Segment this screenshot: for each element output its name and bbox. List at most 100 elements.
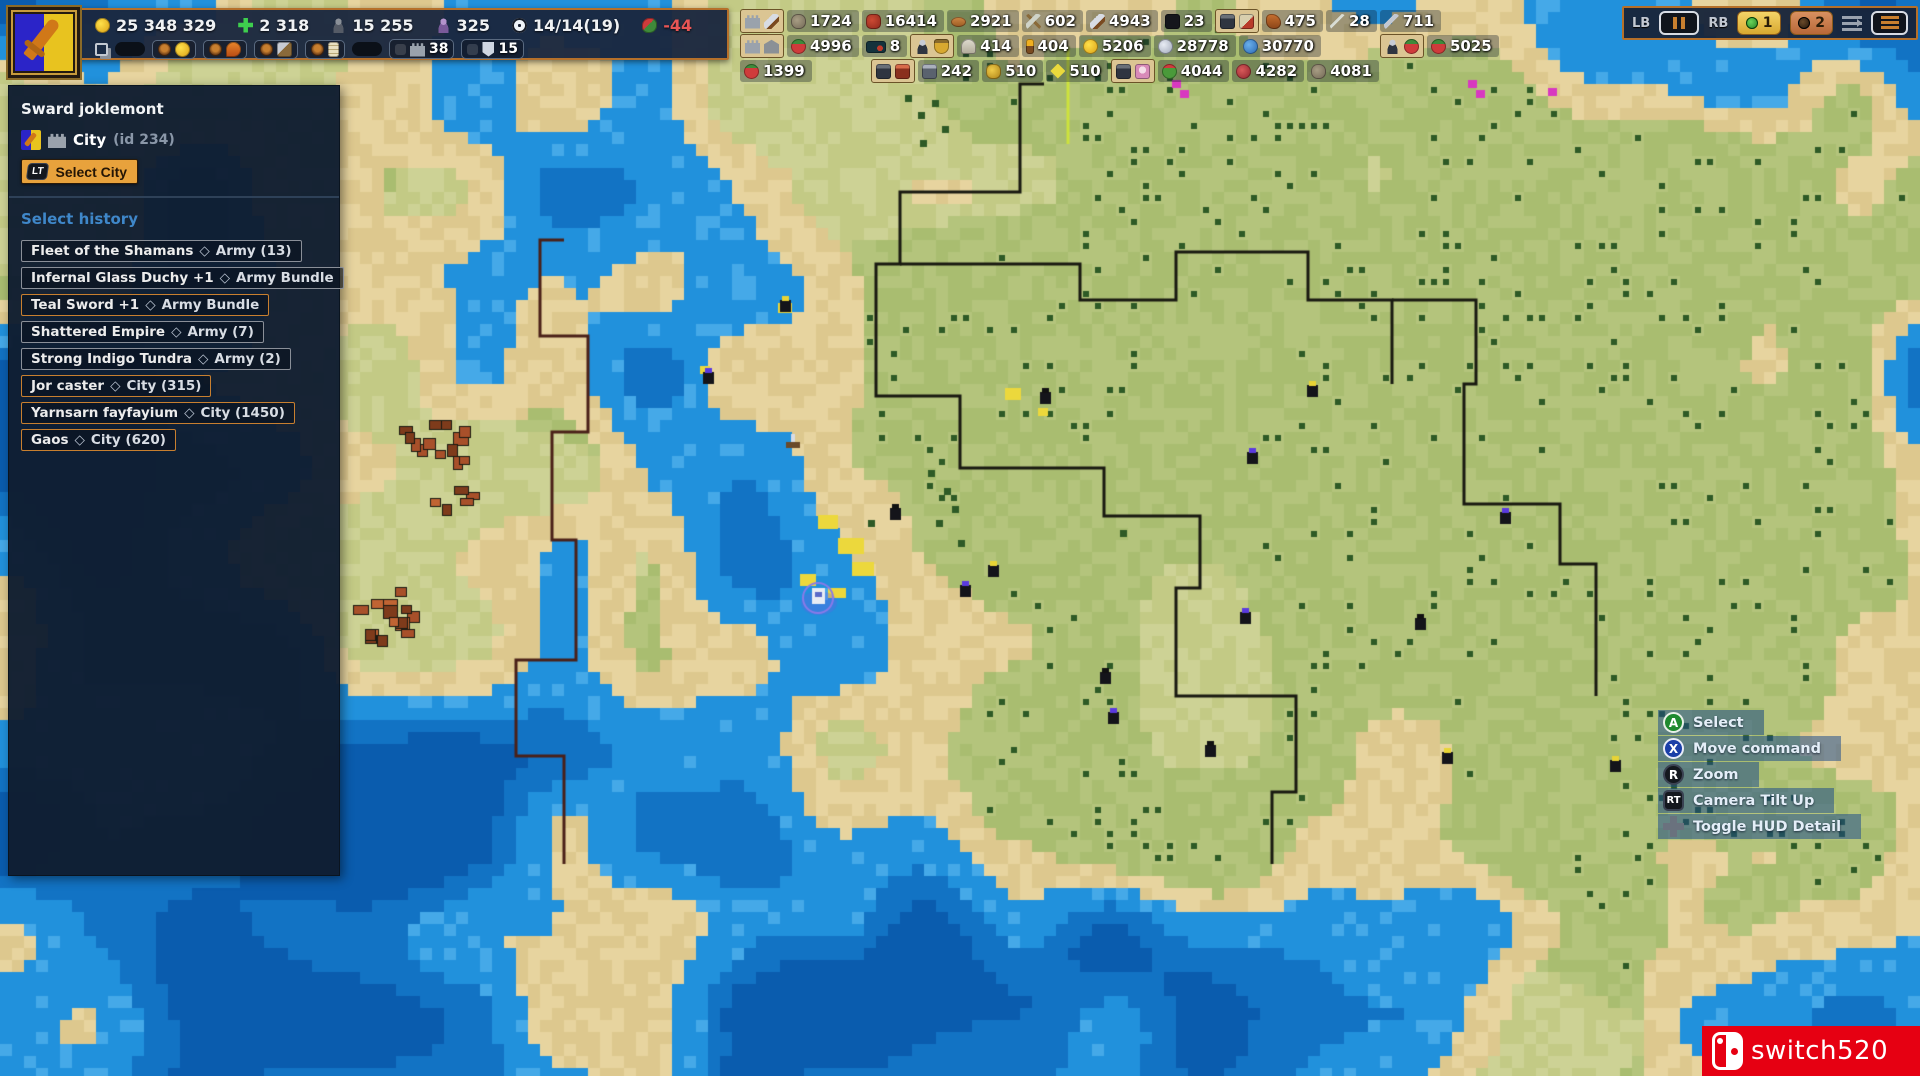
diamond-separator-icon: ◇ <box>198 351 209 367</box>
quick-slot-button[interactable]: 38 <box>389 39 455 59</box>
history-item-button[interactable]: Teal Sword +1 ◇ Army Bundle <box>21 294 270 316</box>
main-menu-button[interactable] <box>1871 11 1908 35</box>
chip-value: 4996 <box>810 37 852 55</box>
player-flag[interactable] <box>6 5 82 80</box>
top-right-control-panel: LB RB 1 2 <box>1622 6 1918 40</box>
selection-panel: Sward joklemont City (id 234) LT Select … <box>8 85 344 876</box>
resource-chip: 4282 <box>1232 60 1305 82</box>
menu-arrow-icon <box>1857 19 1863 27</box>
resource-chip: 16414 <box>861 10 944 32</box>
resource-chip: 28778 <box>1153 35 1236 57</box>
history-item-label: Shattered Empire <box>31 324 166 340</box>
dark-dot-icon <box>1798 17 1811 29</box>
chip-icon-2 <box>1403 38 1419 54</box>
chip-value: 23 <box>1183 12 1205 30</box>
resource-chip[interactable] <box>910 34 955 58</box>
pause-button[interactable] <box>1659 11 1700 35</box>
resource-chip: 5206 <box>1078 35 1151 57</box>
resource-chip: 4996 <box>787 35 859 57</box>
resource-chip: 28 <box>1325 10 1377 32</box>
controller-hint-row: A Select <box>1658 710 1764 735</box>
chip-icon <box>1115 63 1131 79</box>
chip-icon <box>865 13 881 29</box>
history-item-button[interactable]: Jor caster ◇ City (315) <box>21 375 212 397</box>
controller-hint-row: R Zoom <box>1658 762 1759 787</box>
city-castle-icon <box>48 133 66 148</box>
selection-city-row: City (id 234) <box>21 130 327 150</box>
resource-icon <box>435 17 451 33</box>
history-item-button[interactable]: Strong Indigo Tundra ◇ Army (2) <box>21 348 291 370</box>
speed-slot-1-button[interactable]: 1 <box>1737 11 1781 35</box>
quick-slot-button[interactable]: 15 <box>461 39 524 59</box>
quick-slot-button[interactable] <box>115 42 145 56</box>
chip-value: 242 <box>940 62 973 80</box>
top-resource-panel: 25 348 329 2 318 15 255 325 14/14(19) <box>57 8 729 60</box>
chip-value: 4081 <box>1330 62 1372 80</box>
history-item-button[interactable]: Gaos ◇ City (620) <box>21 429 176 451</box>
diamond-separator-icon: ◇ <box>110 378 121 394</box>
resource-chip: 4081 <box>1307 60 1379 82</box>
panel-divider <box>9 196 339 198</box>
resource-chip: 1399 <box>740 60 812 82</box>
chip-icon <box>1242 38 1258 54</box>
chip-value: 28 <box>1348 12 1370 30</box>
chip-icon <box>1025 13 1041 29</box>
resource-value: 14/14(19) <box>532 15 621 35</box>
quick-slot-icon-2 <box>410 43 425 57</box>
history-item-label: Teal Sword +1 <box>31 297 140 313</box>
chip-icon <box>1219 13 1235 29</box>
quick-slot-button[interactable] <box>152 39 196 59</box>
switch-logo-icon <box>1712 1032 1743 1070</box>
resource-chip[interactable] <box>870 59 915 83</box>
history-item-button[interactable]: Fleet of the Shamans ◇ Army (13) <box>21 240 302 262</box>
controller-hint-label: Move command <box>1693 740 1821 757</box>
history-item-button[interactable]: Shattered Empire ◇ Army (7) <box>21 321 264 343</box>
city-owner-flag-icon <box>21 130 41 150</box>
pause-icon <box>1673 17 1678 29</box>
diamond-separator-icon: ◇ <box>184 405 195 421</box>
resource-chip[interactable] <box>740 9 784 33</box>
quick-slot-icon <box>311 42 324 56</box>
speed-slot-2-button[interactable]: 2 <box>1789 11 1834 35</box>
chip-value: 4044 <box>1180 62 1223 80</box>
resource-item: 15 255 <box>331 16 414 35</box>
chip-icon <box>1157 38 1173 54</box>
quick-slot-button[interactable] <box>305 39 345 59</box>
select-city-button[interactable]: LT Select City <box>21 159 139 184</box>
quick-slot-button[interactable] <box>352 42 382 56</box>
resource-item: 2 318 <box>238 16 309 35</box>
chip-icon <box>745 40 760 54</box>
diamond-separator-icon: ◇ <box>199 243 210 259</box>
quick-slot-button[interactable] <box>95 42 108 56</box>
chip-value: 510 <box>1069 62 1101 80</box>
chip-icon <box>1329 13 1345 29</box>
history-item-label: Gaos <box>31 432 69 448</box>
watermark: switch520 <box>1702 1026 1920 1076</box>
quick-slot-icon-2 <box>482 41 495 57</box>
quick-slot-button[interactable] <box>254 39 298 59</box>
chip-value: 30770 <box>1261 37 1314 55</box>
quick-slot-icon <box>115 42 145 56</box>
resource-chip: 4044 <box>1157 60 1230 82</box>
resource-chip: 242 <box>917 60 980 82</box>
chip-value: 602 <box>1044 12 1076 30</box>
chip-icon <box>915 38 931 54</box>
resource-icon <box>511 17 527 33</box>
quick-slot-icon <box>158 42 171 56</box>
resource-chip[interactable] <box>1214 9 1259 33</box>
quick-slot-button[interactable] <box>203 39 247 59</box>
history-item-button[interactable]: Yarnsarn fayfayium ◇ City (1450) <box>21 402 295 424</box>
resource-chip: 602 <box>1021 10 1083 32</box>
resource-chip: 414 <box>957 35 1019 57</box>
controller-hint-row: X Move command <box>1658 736 1841 761</box>
resource-chip[interactable] <box>1110 59 1155 83</box>
selection-id-label: (id 234) <box>113 132 175 148</box>
controller-button-icon <box>1663 816 1684 837</box>
history-item-button[interactable]: Infernal Glass Duchy +1 ◇ Army Bundle <box>21 267 344 289</box>
resource-item: -44 <box>642 16 692 35</box>
history-item-label: Infernal Glass Duchy +1 <box>31 270 214 286</box>
resource-chip[interactable] <box>1379 34 1424 58</box>
resource-chip[interactable] <box>740 34 784 58</box>
quick-slot-icon-2 <box>226 41 241 57</box>
history-item-label: Yarnsarn fayfayium <box>31 405 179 421</box>
